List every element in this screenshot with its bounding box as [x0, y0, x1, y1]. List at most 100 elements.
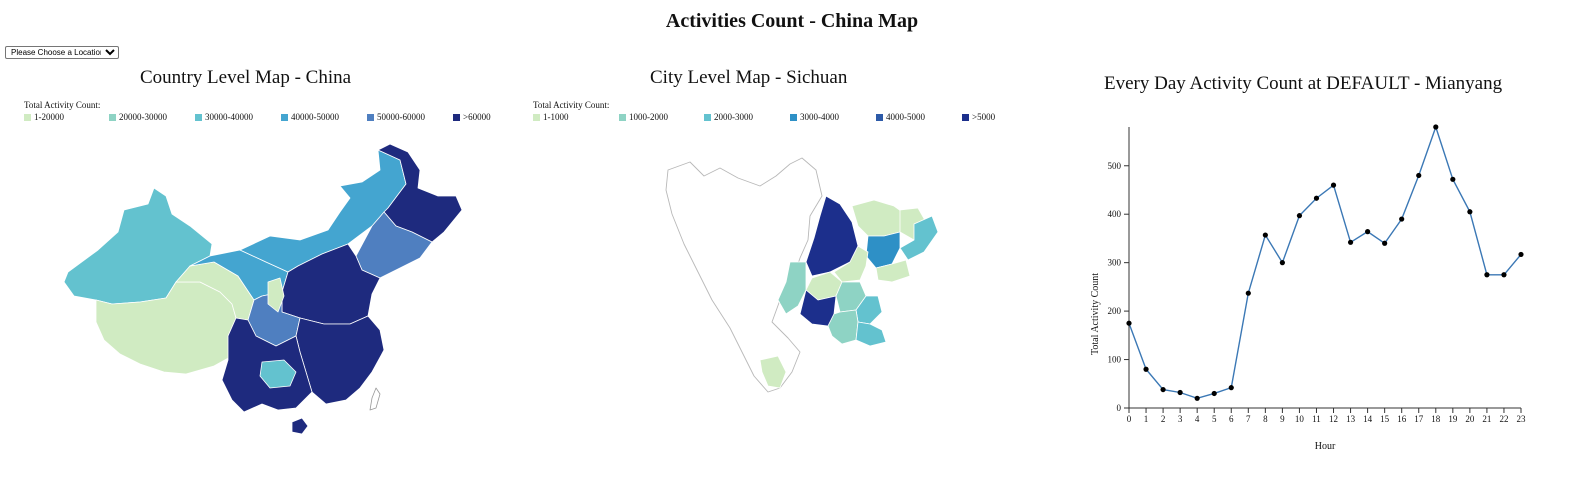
x-tick-label: 3 — [1178, 414, 1183, 424]
data-point — [1160, 386, 1166, 393]
legend-label: >5000 — [972, 112, 996, 122]
x-tick-label: 13 — [1346, 414, 1356, 424]
region-hainan[interactable] — [291, 417, 309, 435]
region-guizhou[interactable] — [259, 359, 297, 389]
country-legend-item-3: 30000-40000 — [195, 112, 253, 122]
x-tick-label: 0 — [1127, 414, 1132, 424]
x-tick-label: 1 — [1144, 414, 1149, 424]
page-title: Activities Count - China Map — [665, 10, 919, 32]
y-tick-label: 500 — [1108, 161, 1122, 171]
x-tick-label: 9 — [1280, 414, 1285, 424]
city-legend-item-4: 3000-4000 — [790, 112, 839, 122]
chart-series — [1126, 124, 1524, 401]
x-tick-label: 20 — [1465, 414, 1475, 424]
data-point — [1365, 229, 1371, 235]
data-point — [1433, 124, 1439, 130]
legend-label: 3000-4000 — [800, 112, 839, 122]
city-legend-item-6: >5000 — [962, 112, 995, 122]
legend-swatch — [281, 114, 288, 121]
legend-swatch — [533, 114, 540, 121]
data-point — [1467, 209, 1473, 215]
data-point — [1416, 172, 1422, 179]
country-legend-item-6: >60000 — [453, 112, 491, 122]
x-tick-label: 6 — [1229, 414, 1234, 424]
data-point — [1262, 232, 1268, 238]
x-tick-label: 23 — [1517, 414, 1527, 424]
city-legend-heading: Total Activity Count: — [533, 100, 610, 110]
city-legend-item-3: 2000-3000 — [704, 112, 753, 122]
legend-swatch — [367, 114, 374, 121]
data-point — [1126, 320, 1132, 326]
legend-label: 30000-40000 — [205, 112, 253, 122]
location-select[interactable]: Please Choose a Location: — [5, 46, 119, 59]
y-tick-label: 200 — [1108, 306, 1122, 316]
legend-swatch — [876, 114, 883, 121]
legend-label: 1000-2000 — [629, 112, 668, 122]
city-yaan[interactable] — [777, 261, 807, 315]
chart-xlabel: Hour — [1315, 441, 1336, 452]
city-legend-item-5: 4000-5000 — [876, 112, 925, 122]
china-country-map — [63, 143, 463, 435]
city-ganzi-south[interactable] — [759, 355, 787, 389]
data-point — [1518, 251, 1524, 258]
region-ningxia[interactable] — [267, 277, 285, 313]
x-tick-label: 15 — [1380, 414, 1390, 424]
data-point — [1450, 176, 1456, 182]
country-legend-heading: Total Activity Count: — [24, 100, 101, 110]
data-point — [1347, 239, 1354, 245]
city-legend-item-1: 1-1000 — [533, 112, 569, 122]
legend-label: 50000-60000 — [377, 112, 425, 122]
country-legend-item-4: 40000-50000 — [281, 112, 339, 122]
x-tick-label: 7 — [1246, 414, 1251, 424]
region-heilongjiang[interactable] — [377, 143, 463, 243]
data-point — [1194, 395, 1200, 401]
sichuan-city-map — [665, 157, 939, 393]
x-tick-label: 10 — [1295, 414, 1305, 424]
x-tick-label: 16 — [1397, 414, 1407, 424]
x-tick-label: 14 — [1363, 414, 1373, 424]
data-point — [1296, 213, 1303, 219]
legend-swatch — [109, 114, 116, 121]
chart-title: Every Day Activity Count at DEFAULT - Mi… — [1104, 73, 1503, 94]
data-point — [1501, 272, 1507, 278]
country-legend-item-5: 50000-60000 — [367, 112, 425, 122]
city-nanchong[interactable] — [865, 231, 901, 269]
data-point — [1313, 195, 1320, 201]
data-point — [1211, 390, 1217, 397]
data-point — [1399, 216, 1405, 222]
x-tick-label: 8 — [1263, 414, 1268, 424]
legend-swatch — [704, 114, 711, 121]
legend-label: >60000 — [463, 112, 491, 122]
x-tick-label: 22 — [1499, 414, 1508, 424]
data-point — [1330, 182, 1337, 188]
y-tick-label: 300 — [1108, 258, 1122, 268]
series-line — [1128, 124, 1522, 400]
x-tick-label: 2 — [1161, 414, 1166, 424]
x-tick-label: 17 — [1414, 414, 1424, 424]
x-tick-label: 12 — [1329, 414, 1338, 424]
legend-label: 1-1000 — [543, 112, 569, 122]
chart-ylabel: Total Activity Count — [1090, 273, 1101, 355]
legend-label: 4000-5000 — [886, 112, 925, 122]
y-tick-label: 100 — [1108, 355, 1122, 365]
region-taiwan — [369, 387, 381, 411]
city-mianyang-deyang[interactable] — [833, 245, 869, 283]
data-point — [1279, 260, 1285, 266]
data-point — [1177, 389, 1183, 396]
x-tick-label: 19 — [1448, 414, 1458, 424]
legend-swatch — [24, 114, 31, 121]
country-legend-item-2: 20000-30000 — [109, 112, 167, 122]
data-point — [1143, 366, 1149, 372]
city-dazhou[interactable] — [899, 215, 939, 261]
legend-swatch — [619, 114, 626, 121]
city-luzhou[interactable] — [855, 321, 887, 347]
data-point — [1245, 290, 1251, 296]
city-legend-item-2: 1000-2000 — [619, 112, 668, 122]
x-tick-label: 21 — [1482, 414, 1491, 424]
x-tick-label: 4 — [1195, 414, 1200, 424]
x-tick-label: 11 — [1312, 414, 1321, 424]
city-guangan[interactable] — [875, 259, 911, 283]
